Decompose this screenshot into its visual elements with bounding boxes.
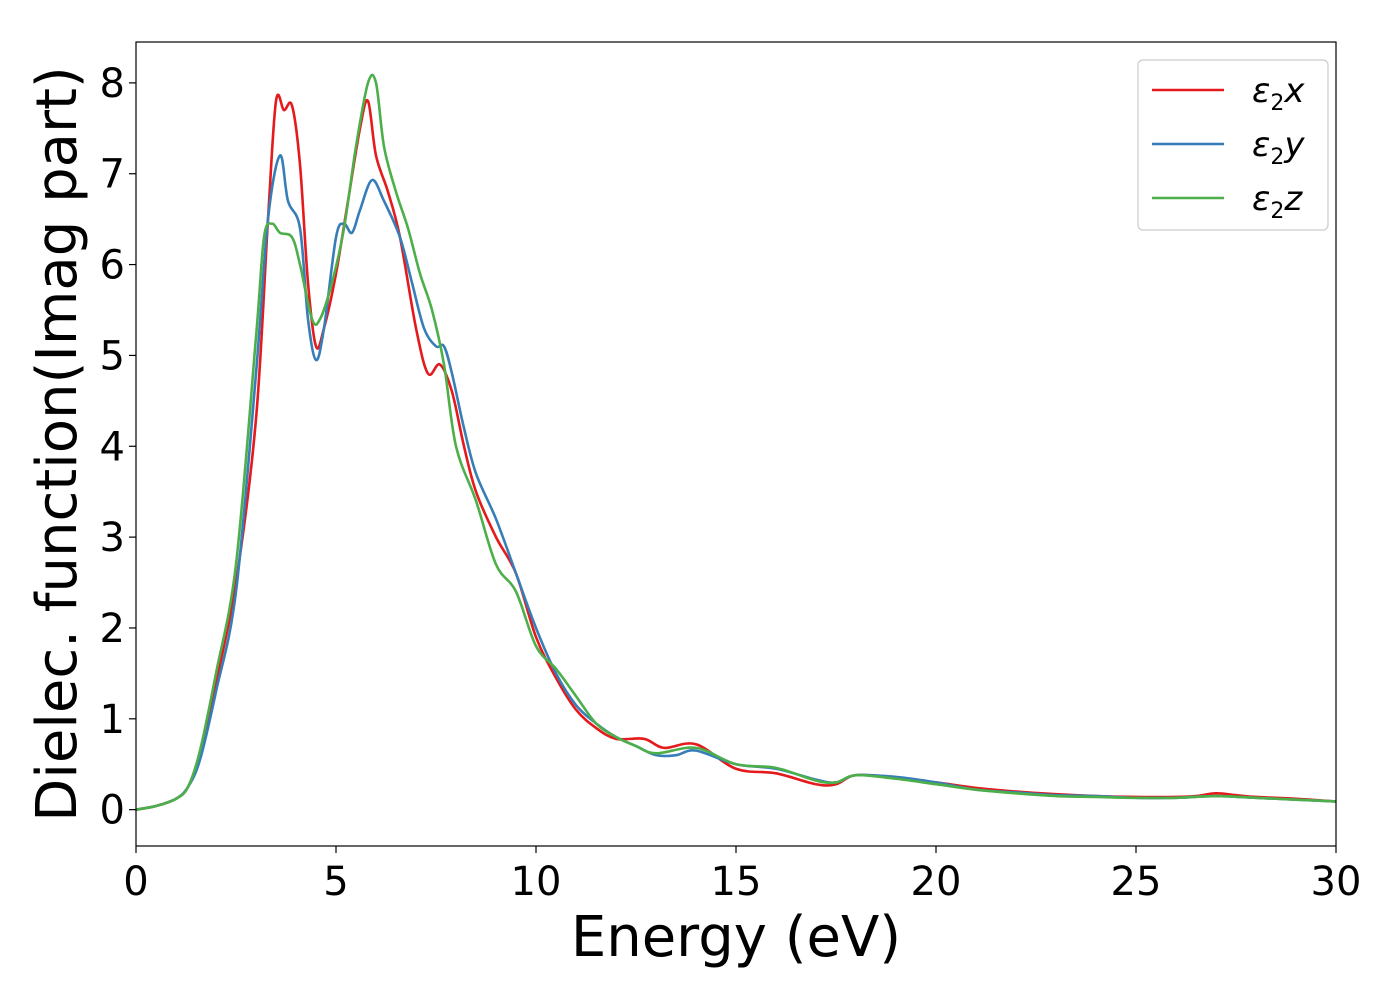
- x-tick-label: 25: [1111, 859, 1162, 905]
- x-tick-label: 5: [323, 859, 348, 905]
- y-tick-label: 4: [100, 424, 125, 470]
- x-axis-title: Energy (eV): [571, 905, 901, 970]
- y-axis-ticks: 0 1 2 3 4 5 6 7 8: [100, 61, 136, 834]
- legend-symbol: ε: [1252, 71, 1270, 111]
- legend-suffix: y: [1283, 125, 1305, 165]
- y-tick-label: 2: [100, 606, 125, 652]
- x-axis-ticks: 0 5 10 15 20 25 30: [123, 846, 1361, 905]
- legend-suffix: z: [1283, 179, 1303, 219]
- legend-symbol: ε: [1252, 125, 1270, 165]
- y-tick-label: 6: [100, 243, 125, 289]
- legend-label-z: ε2z: [1252, 179, 1303, 224]
- legend-suffix: x: [1283, 71, 1305, 111]
- y-tick-label: 3: [100, 515, 125, 561]
- legend-subscript: 2: [1270, 91, 1284, 116]
- legend-label-x: ε2x: [1252, 71, 1305, 116]
- legend-subscript: 2: [1270, 199, 1284, 224]
- y-tick-label: 8: [100, 61, 125, 107]
- x-tick-label: 20: [911, 859, 962, 905]
- x-tick-label: 30: [1311, 859, 1362, 905]
- y-tick-label: 1: [100, 697, 125, 743]
- legend-box: [1137, 59, 1329, 231]
- y-tick-label: 7: [100, 152, 125, 198]
- series-line-z: [136, 73, 1336, 811]
- series-lines: [136, 73, 1336, 811]
- y-axis-title: Dielec. function(Imag part): [25, 66, 90, 822]
- x-tick-label: 15: [711, 859, 762, 905]
- legend-label-y: ε2y: [1252, 125, 1305, 170]
- legend-subscript: 2: [1270, 145, 1284, 170]
- y-tick-label: 5: [100, 333, 125, 379]
- legend-symbol: ε: [1252, 179, 1270, 219]
- x-tick-label: 0: [123, 859, 148, 905]
- x-tick-label: 10: [511, 859, 562, 905]
- series-line-y: [136, 154, 1336, 811]
- y-tick-label: 0: [100, 788, 125, 834]
